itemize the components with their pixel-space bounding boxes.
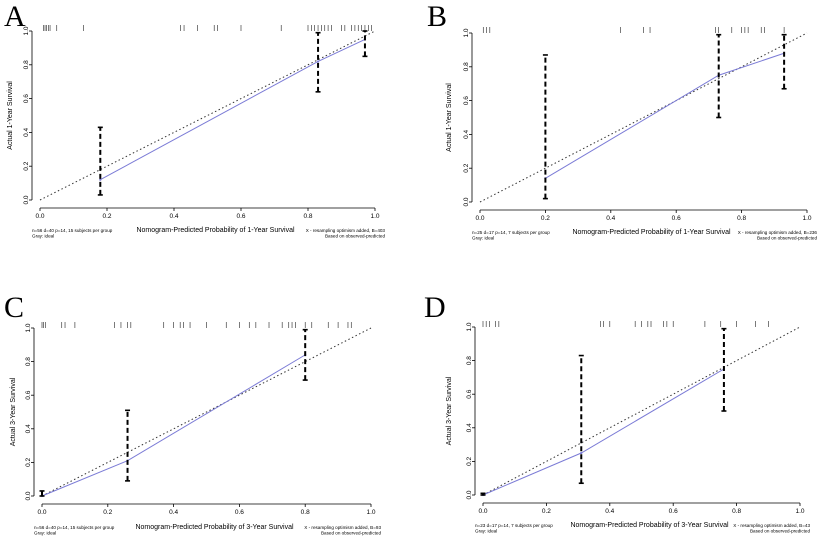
ideal-line [41, 327, 372, 497]
calibration-panel-a: A 0.0 0.2 0.4 0.6 0.8 1.0 0.0 0.2 0.4 0.6 0.8 1.0 Nom… [4, 0, 385, 239]
x-axis-title: Nomogram-Predicted Probability of 3-Year… [570, 522, 729, 529]
footnote-left: Gray: ideal [34, 531, 56, 536]
footnote-right: X - resampling optimism added, B=403 [306, 228, 386, 233]
y-tick-label: 0.2 [463, 163, 470, 172]
panel-letter: B [427, 0, 447, 33]
footnote-right: Based on observed-predicted [757, 236, 817, 241]
calibration-line [100, 38, 366, 181]
x-tick-label: 1.0 [370, 213, 379, 220]
y-axis-title: Actual 3-Year Survival [10, 377, 17, 446]
y-tick-label: 0.6 [23, 94, 30, 103]
footnote-left: n=23 d=17 p=14, 7 subjects per group [475, 523, 553, 528]
y-tick-label: 1.0 [463, 28, 470, 37]
y-tick-label: 0.8 [466, 356, 473, 365]
x-tick-label: 0.4 [169, 213, 178, 220]
ideal-line [39, 30, 376, 201]
footnote-left: n=25 d=17 p=14, 7 subjects per group [472, 230, 550, 235]
y-tick-label: 0.8 [463, 62, 470, 71]
y-axis-title: Actual 1-Year Survival [446, 83, 453, 152]
calibration-panel-c: C 0.0 0.2 0.4 0.6 0.8 1.0 0.0 0.2 0.4 0.6 0.8 1.0 Nom… [4, 291, 381, 536]
x-tick-label: 0.2 [542, 508, 551, 515]
y-tick-label: 0.0 [466, 490, 473, 499]
panel-letter: A [4, 0, 26, 33]
y-tick-label: 0.4 [25, 424, 32, 433]
y-tick-label: 0.4 [463, 130, 470, 139]
y-tick-label: 0.0 [23, 195, 30, 204]
calibration-point [99, 178, 102, 181]
x-tick-label: 0.6 [672, 215, 681, 222]
y-tick-label: 0.2 [466, 457, 473, 466]
calibration-line [545, 52, 785, 179]
y-tick-label: 1.0 [466, 322, 473, 331]
y-axis-title: Actual 1-Year Survival [7, 81, 14, 150]
y-tick-label: 0.8 [25, 357, 32, 366]
x-tick-label: 0.4 [606, 215, 615, 222]
x-tick-label: 0.6 [669, 508, 678, 515]
y-tick-label: 0.2 [25, 458, 32, 467]
y-tick-label: 0.8 [23, 60, 30, 69]
x-axis-title: Nomogram-Predicted Probability of 1-Year… [136, 227, 295, 234]
x-tick-label: 0.6 [235, 509, 244, 516]
x-tick-label: 0.0 [37, 509, 46, 516]
x-tick-label: 0.4 [605, 508, 614, 515]
y-tick-label: 0.0 [25, 491, 32, 500]
y-tick-label: 0.4 [23, 128, 30, 137]
x-tick-label: 0.2 [103, 509, 112, 516]
footnote-left: n=56 d=40 p=14, 15 subjects per group [32, 228, 113, 233]
footnote-right: Based on observed-predicted [750, 529, 810, 534]
x-tick-label: 0.0 [478, 508, 487, 515]
y-tick-label: 0.4 [466, 423, 473, 432]
x-tick-label: 0.8 [732, 508, 741, 515]
x-tick-label: 0.8 [301, 509, 310, 516]
panel-letter: C [4, 291, 24, 324]
x-tick-label: 0.8 [303, 213, 312, 220]
x-tick-label: 0.0 [475, 215, 484, 222]
y-tick-label: 1.0 [25, 323, 32, 332]
footnote-left: Gray: ideal [475, 529, 497, 534]
y-axis-title: Actual 3-Year Survival [446, 376, 453, 445]
x-tick-label: 0.2 [102, 213, 111, 220]
footnote-right: Based on observed-predicted [325, 234, 385, 239]
x-tick-label: 0.8 [737, 215, 746, 222]
calibration-panel-b: B 0.0 0.2 0.4 0.6 0.8 1.0 0.0 0.2 0.4 0.6 0.8 1.0 Nom… [427, 0, 817, 241]
x-axis-title: Nomogram-Predicted Probability of 1-Year… [572, 229, 731, 236]
ideal-line [479, 32, 808, 203]
footnote-right: X - resampling optimism added, B=43 [733, 523, 810, 528]
y-tick-label: 0.0 [463, 197, 470, 206]
footnote-right: X - resampling optimism added, B=236 [738, 230, 818, 235]
x-tick-label: 1.0 [802, 215, 811, 222]
calibration-point [316, 60, 320, 63]
y-tick-label: 0.2 [23, 161, 30, 170]
footnote-left: n=56 d=40 p=14, 15 subjects per group [34, 525, 115, 530]
x-tick-label: 1.0 [366, 509, 375, 516]
y-tick-label: 0.6 [463, 96, 470, 105]
calibration-panel-d: D 0.0 0.2 0.4 0.6 0.8 1.0 0.0 0.2 0.4 0.6 0.8 1.0 Nom… [424, 291, 810, 534]
panel-letter: D [424, 291, 446, 324]
x-tick-label: 0.2 [541, 215, 550, 222]
footnote-left: Gray: ideal [472, 236, 494, 241]
ideal-line [482, 326, 801, 496]
calibration-point [580, 451, 583, 455]
y-tick-label: 0.6 [25, 390, 32, 399]
x-tick-label: 1.0 [795, 508, 804, 515]
x-axis-title: Nomogram-Predicted Probability of 3-Year… [135, 524, 294, 531]
footnote-left: Gray: ideal [32, 234, 54, 239]
y-tick-label: 1.0 [23, 26, 30, 35]
footnote-right: Based on observed-predicted [321, 531, 381, 536]
calibration-line [41, 354, 306, 497]
x-tick-label: 0.4 [169, 509, 178, 516]
x-tick-label: 0.0 [35, 213, 44, 220]
footnote-right: X - resampling optimism added, B=93 [304, 525, 381, 530]
y-tick-label: 0.6 [466, 389, 473, 398]
x-tick-label: 0.6 [236, 213, 245, 220]
